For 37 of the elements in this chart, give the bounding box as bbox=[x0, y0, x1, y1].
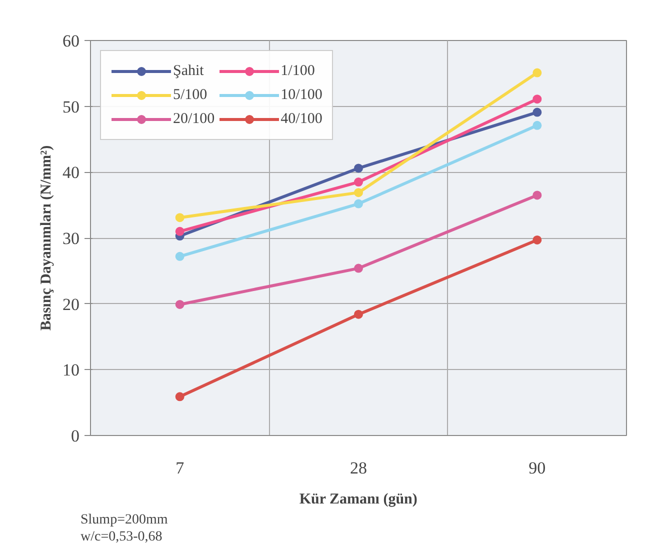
y-tick-label: 10 bbox=[62, 360, 80, 380]
point bbox=[532, 190, 542, 200]
point bbox=[354, 178, 363, 187]
x-tick-label: 28 bbox=[350, 458, 367, 478]
y-tick-label: 40 bbox=[62, 163, 80, 182]
point bbox=[532, 68, 542, 78]
legend-label: 1/100 bbox=[280, 62, 315, 80]
legend-label: 20/100 bbox=[173, 110, 215, 128]
legend-label: 40/100 bbox=[280, 110, 322, 128]
point bbox=[175, 213, 184, 222]
text: Slump=200mm bbox=[80, 512, 168, 528]
legend-label: Şahit bbox=[173, 62, 204, 80]
point bbox=[354, 199, 363, 208]
x-tick-label: 7 bbox=[176, 458, 185, 478]
y-tick-label: 60 bbox=[62, 32, 80, 50]
legend-label: 10/100 bbox=[280, 86, 322, 104]
legend-label: 5/100 bbox=[173, 86, 208, 104]
y-tick-label: 30 bbox=[62, 229, 80, 248]
y-tick-label: 50 bbox=[62, 97, 80, 116]
y-axis-title: Basınç Dayanımları (N/mm²) bbox=[38, 145, 54, 331]
x-tick-label: 90 bbox=[528, 458, 546, 478]
point bbox=[354, 310, 363, 319]
y-tick-label: 0 bbox=[71, 426, 80, 446]
point bbox=[532, 235, 542, 244]
point bbox=[532, 94, 542, 104]
point bbox=[532, 120, 542, 130]
point bbox=[175, 252, 184, 261]
x-axis-title: Kür Zamanı (gün) bbox=[299, 492, 418, 508]
point bbox=[175, 300, 184, 309]
point bbox=[532, 108, 542, 117]
point bbox=[354, 188, 363, 198]
point bbox=[354, 264, 363, 273]
y-tick-label: 20 bbox=[62, 294, 80, 314]
point bbox=[354, 164, 363, 173]
text: w/c=0,53-0,68 bbox=[80, 530, 162, 544]
point bbox=[175, 392, 184, 402]
point bbox=[175, 226, 184, 236]
